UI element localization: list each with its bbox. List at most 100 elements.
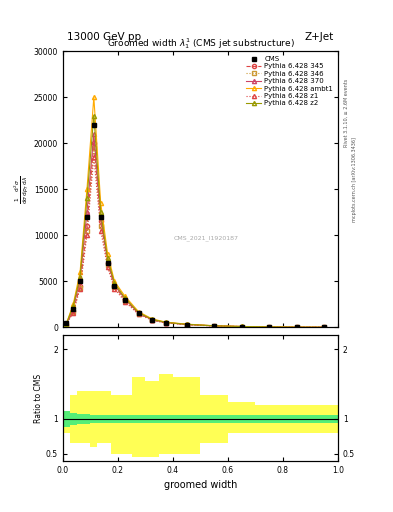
Pythia 6.428 ambt1 [78, 269, 83, 275]
Pythia 6.428 370 [78, 276, 83, 283]
Pythia 6.428 z2 [184, 321, 189, 327]
Pythia 6.428 z2 [123, 295, 127, 301]
Line: Pythia 6.428 346: Pythia 6.428 346 [64, 146, 326, 329]
Pythia 6.428 ambt1 [239, 324, 244, 330]
Pythia 6.428 ambt1 [98, 200, 103, 206]
Text: Z+Jet: Z+Jet [305, 32, 334, 42]
Pythia 6.428 345 [267, 324, 272, 330]
Pythia 6.428 z1 [322, 324, 327, 330]
Pythia 6.428 370 [136, 310, 141, 316]
Pythia 6.428 z1 [136, 311, 141, 317]
Pythia 6.428 z1 [123, 298, 127, 305]
CMS [64, 319, 69, 326]
Pythia 6.428 370 [322, 324, 327, 330]
Pythia 6.428 370 [267, 324, 272, 330]
Pythia 6.428 345 [98, 219, 103, 225]
Pythia 6.428 ambt1 [92, 94, 96, 100]
Pythia 6.428 370 [239, 324, 244, 330]
Pythia 6.428 370 [71, 306, 75, 312]
Pythia 6.428 z2 [112, 280, 117, 286]
Pythia 6.428 z2 [136, 309, 141, 315]
Pythia 6.428 370 [184, 322, 189, 328]
Line: Pythia 6.428 345: Pythia 6.428 345 [64, 141, 326, 329]
X-axis label: groomed width: groomed width [164, 480, 237, 490]
Pythia 6.428 ambt1 [294, 324, 299, 330]
Line: CMS: CMS [64, 122, 327, 330]
Pythia 6.428 ambt1 [150, 316, 155, 322]
Pythia 6.428 346 [78, 285, 83, 291]
Pythia 6.428 z1 [112, 286, 117, 292]
Legend: CMS, Pythia 6.428 345, Pythia 6.428 346, Pythia 6.428 370, Pythia 6.428 ambt1, P: CMS, Pythia 6.428 345, Pythia 6.428 346,… [245, 55, 334, 108]
CMS [212, 323, 217, 329]
Text: CMS_2021_I1920187: CMS_2021_I1920187 [173, 235, 239, 241]
Pythia 6.428 346 [98, 223, 103, 229]
Pythia 6.428 370 [164, 319, 169, 326]
Pythia 6.428 346 [84, 227, 89, 233]
Pythia 6.428 370 [123, 295, 127, 302]
CMS [78, 278, 83, 284]
Pythia 6.428 346 [322, 324, 327, 330]
Pythia 6.428 ambt1 [123, 293, 127, 299]
Pythia 6.428 346 [239, 324, 244, 330]
Pythia 6.428 z2 [92, 113, 96, 119]
Pythia 6.428 370 [212, 323, 217, 329]
CMS [239, 324, 244, 330]
Pythia 6.428 z2 [78, 273, 83, 280]
Pythia 6.428 z1 [64, 322, 69, 328]
Pythia 6.428 370 [150, 316, 155, 323]
Y-axis label: $\frac{1}{\mathrm{d}\sigma}\frac{\mathrm{d}^2\sigma}{\mathrm{d}p_T\,\mathrm{d}\l: $\frac{1}{\mathrm{d}\sigma}\frac{\mathrm… [13, 175, 31, 204]
Pythia 6.428 370 [105, 258, 110, 264]
Pythia 6.428 ambt1 [322, 324, 327, 330]
Pythia 6.428 370 [112, 282, 117, 288]
Pythia 6.428 z1 [212, 323, 217, 329]
Pythia 6.428 z1 [267, 324, 272, 330]
Pythia 6.428 z1 [164, 320, 169, 326]
Pythia 6.428 346 [267, 324, 272, 330]
Pythia 6.428 345 [184, 322, 189, 328]
Pythia 6.428 ambt1 [112, 278, 117, 284]
Pythia 6.428 ambt1 [64, 321, 69, 327]
CMS [322, 324, 327, 330]
CMS [136, 310, 141, 316]
Pythia 6.428 346 [64, 322, 69, 328]
Pythia 6.428 346 [294, 324, 299, 330]
Pythia 6.428 z1 [71, 309, 75, 315]
Pythia 6.428 z2 [322, 324, 327, 330]
Pythia 6.428 z1 [98, 227, 103, 233]
Pythia 6.428 345 [105, 260, 110, 266]
Line: Pythia 6.428 z2: Pythia 6.428 z2 [64, 114, 326, 329]
Text: Rivet 3.1.10, ≥ 2.6M events: Rivet 3.1.10, ≥ 2.6M events [344, 78, 349, 147]
Pythia 6.428 346 [112, 284, 117, 290]
Pythia 6.428 345 [294, 324, 299, 330]
CMS [294, 324, 299, 330]
CMS [112, 283, 117, 289]
Pythia 6.428 z2 [71, 303, 75, 309]
Pythia 6.428 z1 [294, 324, 299, 330]
Pythia 6.428 345 [212, 323, 217, 329]
CMS [150, 317, 155, 323]
Pythia 6.428 ambt1 [84, 186, 89, 193]
Pythia 6.428 346 [123, 297, 127, 304]
Pythia 6.428 346 [164, 319, 169, 326]
Pythia 6.428 z1 [184, 322, 189, 328]
Text: mcplots.cern.ch [arXiv:1306.3436]: mcplots.cern.ch [arXiv:1306.3436] [352, 137, 357, 222]
Title: Groomed width $\lambda_1^1$ (CMS jet substructure): Groomed width $\lambda_1^1$ (CMS jet sub… [107, 36, 294, 51]
Pythia 6.428 346 [105, 262, 110, 268]
Pythia 6.428 ambt1 [184, 321, 189, 327]
CMS [105, 260, 110, 266]
Pythia 6.428 345 [239, 324, 244, 330]
Pythia 6.428 ambt1 [267, 324, 272, 330]
Pythia 6.428 z2 [84, 196, 89, 202]
Line: Pythia 6.428 z1: Pythia 6.428 z1 [64, 155, 326, 329]
Pythia 6.428 345 [84, 223, 89, 229]
CMS [184, 322, 189, 328]
Pythia 6.428 346 [136, 311, 141, 317]
CMS [84, 214, 89, 220]
Pythia 6.428 ambt1 [71, 301, 75, 307]
Pythia 6.428 z2 [98, 209, 103, 216]
Pythia 6.428 ambt1 [164, 319, 169, 325]
Line: Pythia 6.428 370: Pythia 6.428 370 [64, 132, 326, 329]
Pythia 6.428 z2 [64, 321, 69, 327]
Pythia 6.428 z1 [92, 154, 96, 160]
Pythia 6.428 z2 [267, 324, 272, 330]
